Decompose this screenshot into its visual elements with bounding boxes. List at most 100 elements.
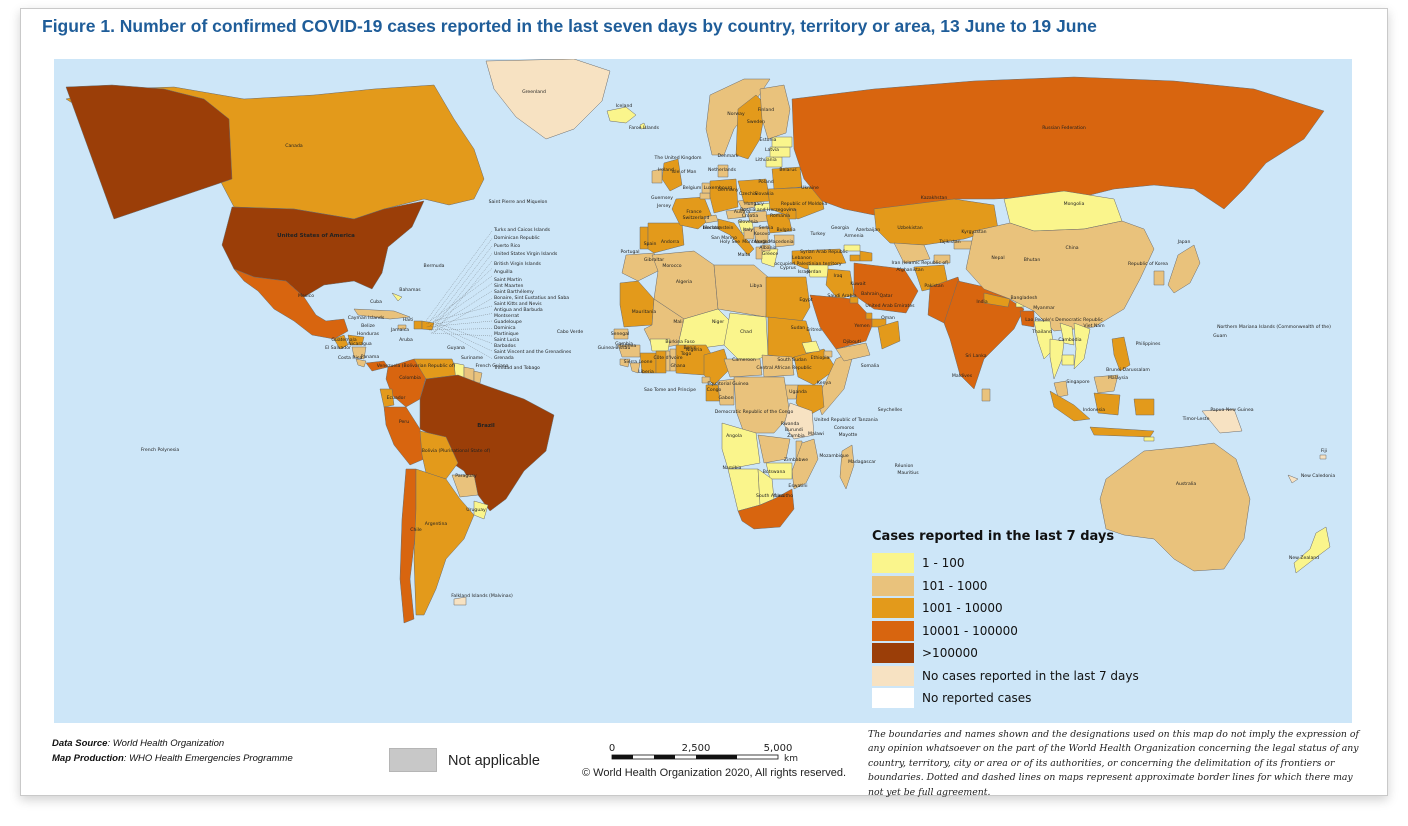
country-estonia[interactable] <box>771 136 793 148</box>
country-jamaica[interactable] <box>397 324 407 330</box>
country-cambodia[interactable] <box>1061 354 1075 366</box>
country-malaysia[interactable] <box>1053 374 1119 398</box>
country-saudi-arabia[interactable] <box>809 294 875 350</box>
country-bosnia-and-herzegovina[interactable] <box>743 228 755 240</box>
country-serbia[interactable] <box>753 226 769 244</box>
country-bahamas[interactable] <box>391 292 403 302</box>
country-yemen[interactable] <box>835 342 871 362</box>
country-sri-lanka[interactable] <box>981 388 991 402</box>
country-united-republic-of-tanzania[interactable] <box>783 402 815 440</box>
country-guinea[interactable] <box>617 344 641 358</box>
country-mauritania[interactable] <box>619 280 655 328</box>
map-label-lebanon: Lebanon <box>792 255 812 261</box>
country-austria[interactable] <box>725 208 747 220</box>
country-ireland[interactable] <box>651 168 663 184</box>
country-romania[interactable] <box>765 212 793 234</box>
country-tajikistan[interactable] <box>933 254 951 264</box>
country-chile[interactable] <box>399 468 417 624</box>
country-qatar[interactable] <box>865 312 873 320</box>
country-honduras[interactable] <box>347 334 365 346</box>
country-namibia[interactable] <box>727 468 761 512</box>
country-myanmar[interactable] <box>1033 320 1055 360</box>
country-uzbekistan[interactable] <box>893 242 931 264</box>
country-kuwait[interactable] <box>849 296 859 304</box>
country-indonesia[interactable] <box>1049 390 1155 438</box>
country-peru[interactable] <box>383 406 425 466</box>
country-haiti[interactable] <box>413 320 423 330</box>
country-guatemala[interactable] <box>333 334 349 350</box>
country-the-united-kingdom[interactable] <box>661 158 683 192</box>
country-kazakhstan[interactable] <box>873 198 999 246</box>
country-djibouti[interactable] <box>823 350 833 358</box>
country-libya[interactable] <box>713 264 769 318</box>
country-zimbabwe[interactable] <box>765 462 793 480</box>
country-bangladesh[interactable] <box>1019 310 1035 328</box>
country-north-macedonia[interactable] <box>761 244 771 252</box>
country-cameroon[interactable] <box>703 348 731 386</box>
country-china[interactable] <box>965 220 1155 332</box>
country-argentina[interactable] <box>413 468 475 616</box>
country-papua-new-guinea[interactable] <box>1201 408 1243 434</box>
country-azerbaijan[interactable] <box>859 250 873 262</box>
country-belgium[interactable] <box>699 192 711 200</box>
country-sierra-leone[interactable] <box>619 358 631 368</box>
country-congo[interactable] <box>717 378 735 406</box>
world-map[interactable]: Greenland Iceland Canada United States of A… <box>54 59 1352 723</box>
country-iran-islamic-republic-of[interactable] <box>853 262 919 314</box>
country-lao-people-s-democratic-republic[interactable] <box>1059 322 1075 346</box>
country-mexico[interactable] <box>233 268 349 340</box>
country-nepal[interactable] <box>983 292 1011 308</box>
country-iceland[interactable] <box>606 106 637 124</box>
country-sweden[interactable] <box>735 94 767 160</box>
country-viet-nam[interactable] <box>1073 322 1091 370</box>
country-ghana[interactable] <box>655 350 667 374</box>
country-cuba[interactable] <box>353 308 411 320</box>
country-republic-of-moldova[interactable] <box>787 208 797 220</box>
country-faroe-islands[interactable] <box>639 122 647 130</box>
country-albania[interactable] <box>755 246 763 260</box>
country-south-africa[interactable] <box>737 488 795 530</box>
country-liberia[interactable] <box>629 362 641 374</box>
country-morocco[interactable] <box>621 252 659 282</box>
country-timor-leste[interactable] <box>1143 436 1155 442</box>
country-thailand[interactable] <box>1049 338 1065 380</box>
country-belarus[interactable] <box>771 166 803 190</box>
country-central-african-republic[interactable] <box>723 358 763 378</box>
country-falkland-islands-malvinas[interactable] <box>453 596 467 606</box>
country-equatorial-guinea[interactable] <box>701 376 711 384</box>
country-new-caledonia[interactable] <box>1287 474 1299 484</box>
country-denmark[interactable] <box>717 164 729 178</box>
country-new-zealand[interactable] <box>1293 526 1331 574</box>
country-french-guiana[interactable] <box>473 370 483 384</box>
country-italy[interactable] <box>717 218 755 256</box>
country-philippines[interactable] <box>1111 336 1131 372</box>
country-finland[interactable] <box>759 84 791 140</box>
country-senegal[interactable] <box>613 328 629 340</box>
country-fiji[interactable] <box>1319 454 1327 460</box>
country-russian-federation[interactable] <box>791 76 1325 216</box>
country-oman[interactable] <box>877 320 901 350</box>
country-togo[interactable] <box>665 350 671 372</box>
country-greenland[interactable] <box>485 59 611 140</box>
country-paraguay[interactable] <box>451 474 479 498</box>
map-label-kazakhstan: Kazakhstan <box>921 195 948 201</box>
country-ecuador[interactable] <box>379 388 395 408</box>
country-madagascar[interactable] <box>839 444 855 490</box>
country-bulgaria[interactable] <box>773 234 795 248</box>
country-democratic-republic-of-the-congo[interactable] <box>733 376 791 434</box>
country-iraq[interactable] <box>825 268 855 300</box>
country-uruguay[interactable] <box>473 500 489 520</box>
country-germany[interactable] <box>709 178 739 214</box>
country-japan[interactable] <box>1167 244 1201 294</box>
country-nicaragua[interactable] <box>351 346 367 360</box>
country-south-sudan[interactable] <box>761 354 795 378</box>
country-costa-rica[interactable] <box>355 358 367 368</box>
country-armenia[interactable] <box>849 254 861 262</box>
country-spain[interactable] <box>647 222 685 254</box>
country-eritrea[interactable] <box>801 340 821 354</box>
country-egypt[interactable] <box>765 276 811 322</box>
country-angola[interactable] <box>721 422 761 470</box>
country-zambia[interactable] <box>757 434 791 464</box>
country-australia[interactable] <box>1099 442 1251 572</box>
country-republic-of-korea[interactable] <box>1153 270 1165 286</box>
